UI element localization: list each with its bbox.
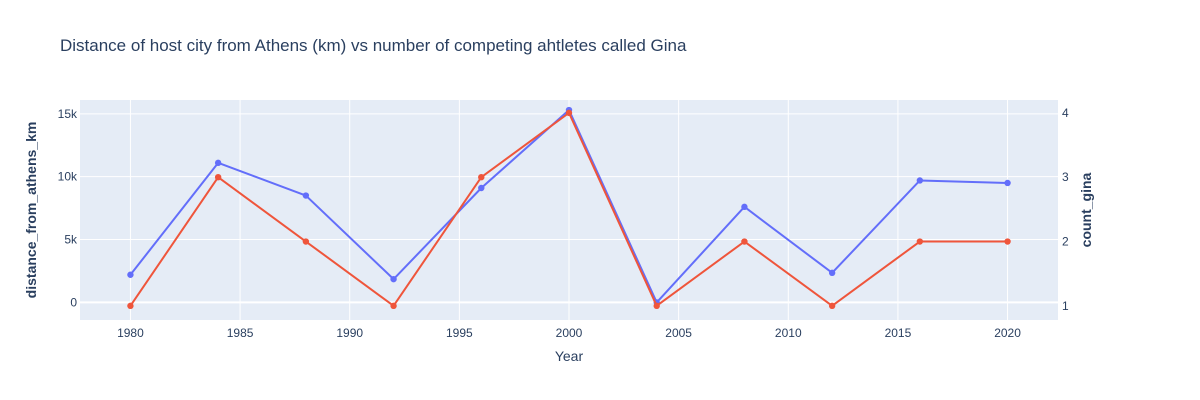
- data-point-left[interactable]: [916, 177, 924, 184]
- x-axis-ticks: 1980 1985 1990 1995 2000 2005 2010 2015 2020: [117, 326, 1021, 340]
- series-layer: [127, 106, 1011, 310]
- data-point-right[interactable]: [390, 302, 397, 310]
- data-point-right[interactable]: [828, 302, 836, 310]
- data-point-left[interactable]: [478, 184, 485, 192]
- data-point-left[interactable]: [214, 159, 222, 167]
- data-point-left[interactable]: [390, 275, 397, 283]
- x-tick-label: 1985: [227, 326, 254, 340]
- x-tick-label: 2020: [994, 326, 1021, 340]
- data-point-right[interactable]: [565, 109, 573, 117]
- data-point-right[interactable]: [1004, 238, 1011, 245]
- data-point-left[interactable]: [741, 203, 748, 211]
- y-right-tick-label: 3: [1062, 170, 1069, 184]
- data-point-right[interactable]: [214, 173, 222, 181]
- data-point-right[interactable]: [916, 238, 924, 245]
- y-right-tick-label: 1: [1062, 299, 1069, 313]
- x-tick-label: 2015: [885, 326, 912, 340]
- y-right-tick-label: 4: [1062, 106, 1069, 120]
- data-point-right[interactable]: [478, 173, 485, 181]
- y-left-axis-ticks: 0 5k 10k 15k: [58, 107, 78, 310]
- grid-lines: [80, 100, 1058, 320]
- y-right-axis-ticks: 1 2 3 4: [1062, 106, 1069, 313]
- y-right-tick-label: 2: [1062, 235, 1069, 249]
- data-point-right[interactable]: [653, 302, 660, 310]
- y-left-axis-title: distance_from_athens_km: [23, 122, 39, 299]
- data-point-left[interactable]: [302, 192, 310, 199]
- x-tick-label: 1990: [336, 326, 363, 340]
- y-left-tick-label: 15k: [58, 107, 78, 121]
- x-tick-label: 2000: [556, 326, 583, 340]
- y-left-tick-label: 10k: [58, 170, 78, 184]
- x-tick-label: 2010: [775, 326, 802, 340]
- y-left-tick-label: 5k: [64, 233, 78, 247]
- chart-title: Distance of host city from Athens (km) v…: [60, 36, 687, 55]
- x-tick-label: 2005: [665, 326, 692, 340]
- y-left-tick-label: 0: [70, 295, 77, 309]
- x-tick-label: 1980: [117, 326, 144, 340]
- y-right-axis-title: count_gina: [1078, 172, 1094, 247]
- x-axis-title: Year: [555, 348, 584, 364]
- data-point-right[interactable]: [741, 238, 748, 245]
- data-point-left[interactable]: [127, 271, 134, 278]
- data-point-left[interactable]: [828, 269, 836, 277]
- data-point-right[interactable]: [127, 302, 134, 310]
- x-tick-label: 1995: [446, 326, 473, 340]
- data-point-right[interactable]: [302, 238, 310, 245]
- data-point-left[interactable]: [1004, 179, 1011, 187]
